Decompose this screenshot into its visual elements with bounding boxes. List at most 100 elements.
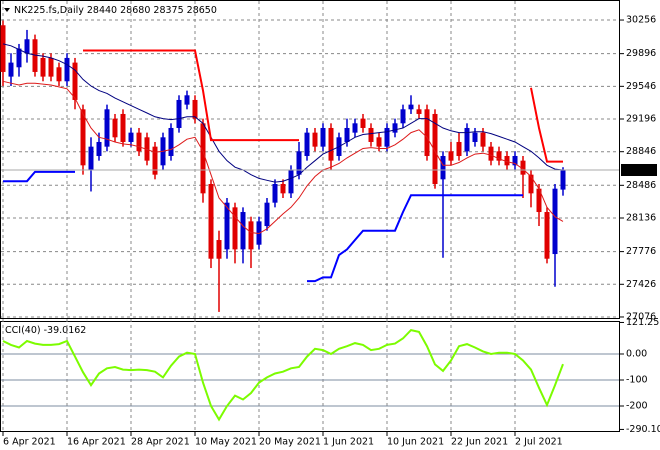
y-tick-label: 29896: [626, 48, 656, 59]
x-tick-label: 22 Jun 2021: [451, 437, 508, 448]
open: 28440: [87, 5, 117, 16]
y-tick-label: 28136: [626, 212, 656, 223]
candle-body: [560, 169, 566, 190]
candle-body: [528, 174, 534, 194]
candle-body: [88, 146, 94, 170]
candle-body: [80, 109, 86, 166]
x-tick-label: 2 Jul 2021: [515, 437, 563, 448]
y-tick-label: 0.00: [626, 348, 647, 359]
candle-body: [240, 212, 246, 250]
candle-body: [368, 127, 374, 142]
candle-body: [264, 202, 270, 227]
x-tick-label: 10 Jun 2021: [387, 437, 444, 448]
candle-body: [328, 127, 334, 161]
candle-body: [512, 155, 518, 166]
candle-body: [552, 188, 558, 255]
indicator-line: [2, 43, 564, 183]
candle-body: [200, 123, 206, 194]
candle-body: [456, 141, 462, 156]
y-tick-label: 29196: [626, 114, 656, 125]
candle-body: [96, 141, 102, 156]
y-tick-label: 29546: [626, 81, 656, 92]
candle-body: [496, 151, 502, 161]
cci-line: [2, 329, 564, 422]
y-tick-label: 28846: [626, 146, 656, 157]
cci-title: CCI(40): [5, 325, 41, 336]
candle-body: [376, 137, 382, 147]
candle-body: [32, 39, 38, 72]
candle-body: [280, 184, 286, 194]
candle-body: [536, 188, 542, 213]
candle-body: [504, 155, 510, 166]
candle-body: [224, 202, 230, 250]
candle-body: [192, 99, 198, 119]
candle-body: [304, 132, 310, 156]
candle-body: [416, 109, 422, 114]
candle-body: [48, 57, 54, 77]
main-panel-frame: [0, 0, 620, 319]
candle-body: [128, 132, 134, 142]
x-tick-label: 6 Apr 2021: [3, 437, 56, 448]
candle-body: [56, 67, 62, 82]
candle-body: [360, 118, 366, 128]
candle-body: [440, 155, 446, 180]
high: 28680: [120, 5, 150, 16]
candle-body: [112, 118, 118, 138]
candle-body: [272, 184, 278, 203]
candle-body: [184, 95, 190, 105]
y-tick-label: 27776: [626, 246, 656, 257]
candle-body: [520, 160, 526, 175]
y-tick-label: 27076: [626, 311, 656, 322]
candle-body: [432, 113, 438, 185]
candle-body: [232, 207, 238, 250]
candle-body: [480, 132, 486, 147]
candle-body: [544, 212, 550, 259]
y-tick-label: 27426: [626, 279, 656, 290]
candle-body: [152, 146, 158, 175]
candle-body: [408, 104, 414, 110]
candle-body: [296, 151, 302, 175]
low: 28375: [153, 5, 183, 16]
y-tick-label: 121.2519: [626, 317, 660, 328]
candle-body: [312, 132, 318, 147]
x-tick-label: 16 Apr 2021: [67, 437, 126, 448]
candle-body: [8, 62, 14, 77]
candle-body: [120, 113, 126, 142]
y-tick-label: -290.103: [626, 424, 660, 435]
menu-arrow: [4, 8, 10, 12]
x-tick-label: 28 Apr 2021: [131, 437, 190, 448]
candle-body: [392, 123, 398, 133]
symbol: NK225.fs,Daily: [14, 5, 84, 16]
indicator-line: [3, 170, 75, 183]
y-tick-label: -200: [626, 400, 648, 411]
indicator-line: [307, 194, 523, 283]
candle-body: [424, 109, 430, 156]
candle-body: [0, 25, 6, 72]
x-tick-label: 10 May 2021: [195, 437, 257, 448]
candle-body: [472, 132, 478, 142]
candle-body: [40, 57, 46, 77]
candle-body: [72, 62, 78, 100]
x-tick-label: 20 May 2021: [259, 437, 321, 448]
candle-body: [64, 57, 70, 82]
candle-body: [344, 127, 350, 142]
cci-value: -39.0162: [44, 325, 87, 336]
cci-panel-frame: [0, 321, 620, 432]
candle-body: [176, 99, 182, 128]
close: 28650: [187, 5, 217, 16]
candle-body: [384, 127, 390, 147]
candle-body: [168, 127, 174, 156]
candle-body: [104, 109, 110, 147]
candle-body: [320, 127, 326, 147]
candle-body: [24, 39, 30, 54]
candle-body: [288, 169, 294, 194]
y-tick-label: -100: [626, 374, 648, 385]
candle-body: [216, 240, 222, 259]
candle-body: [208, 184, 214, 259]
indicator-line: [530, 87, 563, 163]
candle-body: [136, 132, 142, 152]
current-price-box: [621, 163, 657, 176]
candle-body: [400, 109, 406, 124]
